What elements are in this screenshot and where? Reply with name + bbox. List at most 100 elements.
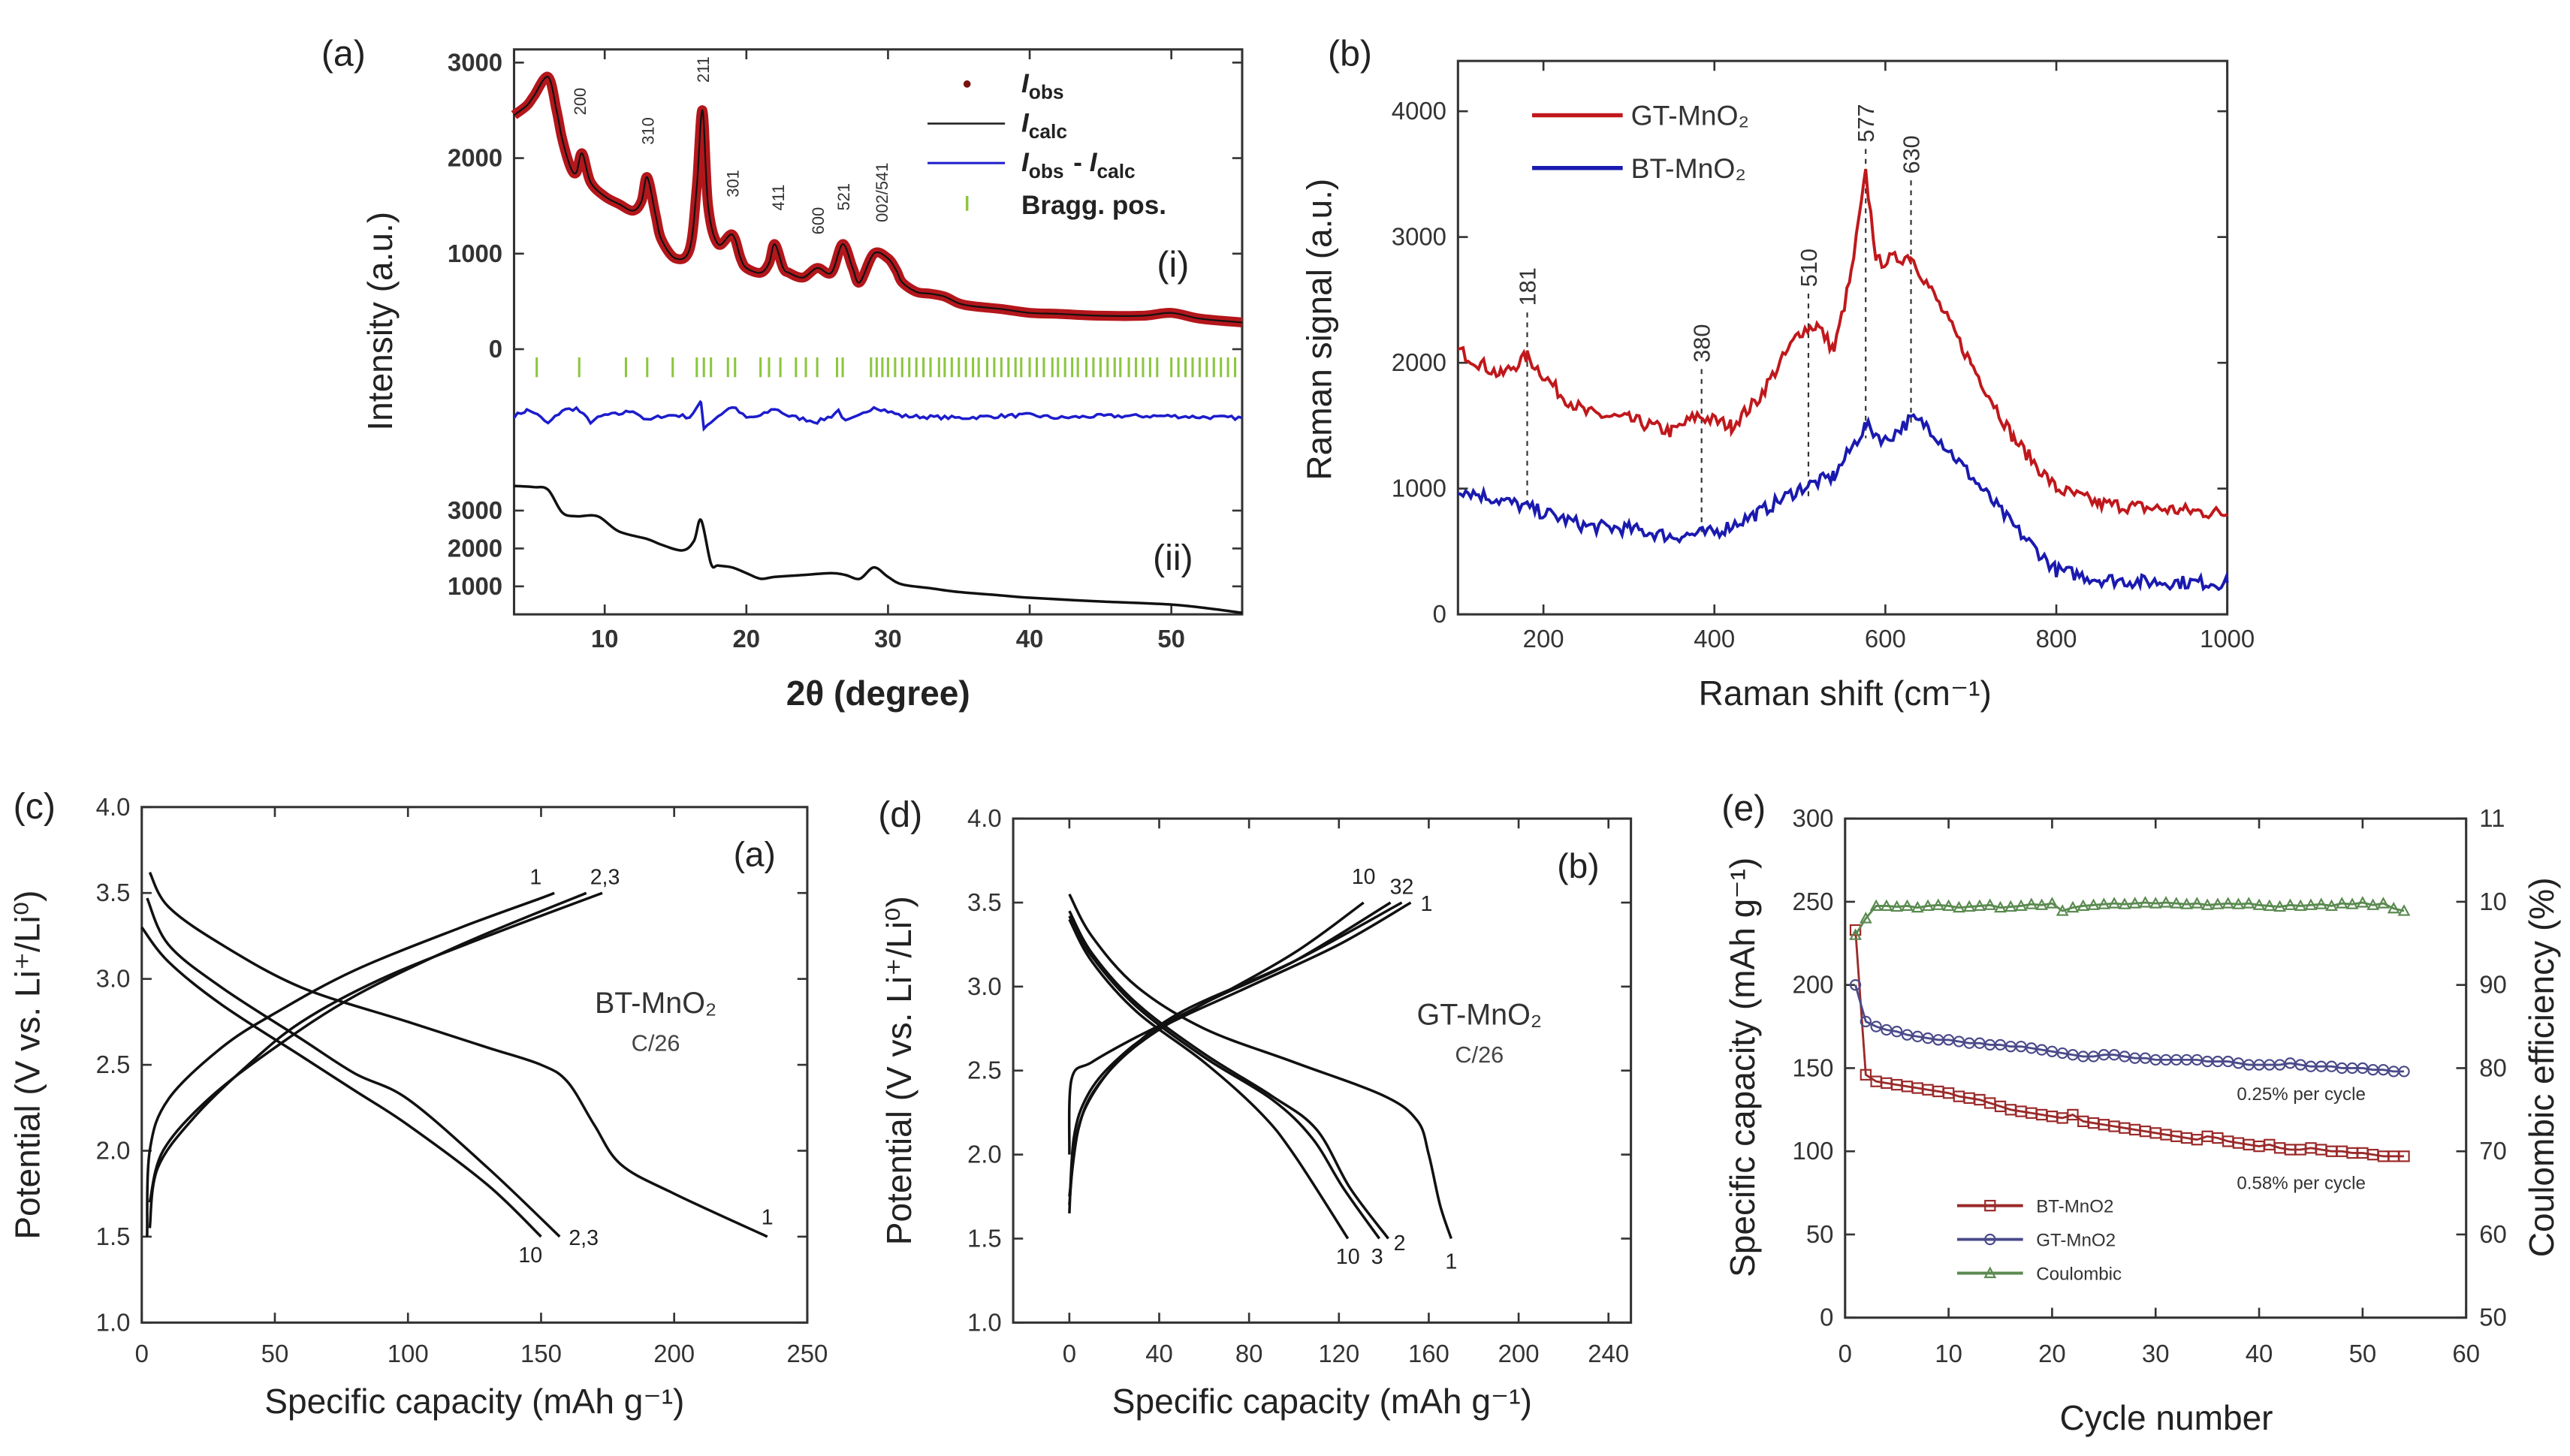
legend-marker-iobs — [963, 80, 971, 88]
data-point — [2252, 898, 2266, 910]
legend-marker — [1984, 1233, 1996, 1246]
y-axis-label: Potential (V vs. Li⁺/Li⁰) — [8, 891, 47, 1240]
x-tick-label: 80 — [1235, 1340, 1263, 1367]
data-point — [1870, 1020, 1882, 1032]
data-point — [1891, 1026, 1903, 1038]
panel-label: (e) — [1721, 788, 1766, 828]
y-tick-label: 1.5 — [96, 1222, 131, 1250]
y-tick-label: 1.5 — [967, 1224, 1002, 1252]
data-point — [2087, 898, 2100, 910]
data-point — [2149, 897, 2162, 909]
x-tick-label: 20 — [733, 625, 761, 653]
plot-frame — [140, 806, 809, 1324]
x-tick-label: 60 — [2452, 1340, 2480, 1367]
x-axis-label: Raman shift (cm⁻¹) — [1699, 674, 1992, 713]
data-point — [1880, 899, 1893, 912]
y-tick-label: 100 — [1793, 1137, 1834, 1165]
curve-discharge-3 — [1068, 915, 1381, 1240]
data-point — [2107, 897, 2121, 909]
legend-entry: Iobs — [1021, 69, 1066, 104]
data-point — [2128, 897, 2142, 909]
data-point — [1983, 898, 1997, 910]
y-tick-label: 2.0 — [967, 1141, 1002, 1168]
y-tick-label: 0 — [1820, 1304, 1833, 1331]
data-point — [2283, 898, 2297, 910]
legend-marker — [1984, 1199, 1996, 1212]
y-tick-label: 2.5 — [967, 1057, 1002, 1084]
curve-discharge-10 — [140, 926, 542, 1238]
y-tick-label: 2000 — [448, 534, 502, 562]
panel-d-gt-charge-discharge: (d) 0 40 80 120 160 200 240 1.0 1.5 2.0 2.5 3.0 3.5 4.… — [878, 794, 1633, 1421]
data-point — [2325, 899, 2338, 912]
data-point — [2398, 1150, 2410, 1162]
data-point — [1859, 912, 1872, 924]
rate-label: C/26 — [1455, 1042, 1504, 1068]
data-point — [2159, 896, 2173, 908]
x-tick-label: 50 — [261, 1340, 289, 1367]
curve-charge-3 — [1068, 901, 1392, 1197]
y-axis-label: Intensity (a.u.) — [360, 212, 400, 431]
x-tick-label: 50 — [1157, 625, 1185, 653]
data-point — [2335, 897, 2348, 909]
legend-entry: BT-MnO₂ — [1631, 152, 1746, 184]
x-tick-label: 1000 — [2200, 625, 2255, 653]
y-tick-label: 3000 — [448, 496, 502, 524]
data-point — [2397, 904, 2411, 916]
data-point — [1952, 900, 1965, 913]
series-pattern-ii — [514, 484, 1243, 614]
y-tick-label: 3.0 — [967, 972, 1002, 1000]
x-tick-label: 240 — [1588, 1340, 1629, 1367]
data-point — [1921, 899, 1935, 912]
data-point — [2398, 1066, 2410, 1078]
curve-discharge-1 — [1068, 893, 1453, 1240]
cycle-label: 32 — [1390, 876, 1414, 900]
fade-rate-annotation: 0.58% per cycle — [2237, 1174, 2366, 1194]
x-tick-label: 0 — [1063, 1340, 1076, 1367]
cycle-label: 2,3 — [590, 865, 620, 889]
legend-entry: GT-MnO2 — [2036, 1230, 2116, 1250]
y-tick-label: 250 — [1793, 888, 1834, 915]
data-point — [2315, 897, 2328, 909]
y-tick-label: 1.0 — [96, 1308, 131, 1336]
panel-label: (d) — [878, 794, 922, 835]
y-right-axis-label: Coulombic efficiency (%) — [2522, 877, 2561, 1257]
data-point — [1901, 899, 1914, 912]
y-right-tick-label: 70 — [2479, 1137, 2507, 1165]
panel-label: (c) — [14, 786, 56, 827]
cycle-label: 1 — [1421, 892, 1433, 916]
y-tick-label: 2000 — [448, 144, 502, 172]
y-axis-label: Raman signal (a.u.) — [1299, 179, 1338, 481]
material-label: GT-MnO₂ — [1417, 998, 1543, 1031]
data-point — [2387, 901, 2400, 914]
legend-entry: Coulombic — [2036, 1264, 2122, 1284]
x-tick-label: 100 — [388, 1340, 429, 1367]
legend: Iobs Icalc Iobs - Icalc Bragg. pos. — [928, 69, 1166, 220]
series-bt-mno2 — [1458, 412, 2229, 592]
series-icalc — [513, 76, 1243, 324]
plot-frame — [1456, 59, 2229, 616]
data-point — [2014, 899, 2028, 912]
curve-discharge-1 — [148, 871, 768, 1238]
peak-label: 200 — [571, 88, 590, 116]
curve-charge-1 — [146, 891, 555, 1237]
x-tick-label: 30 — [2142, 1340, 2170, 1367]
data-point — [1890, 900, 1904, 912]
y-tick-label: 1000 — [448, 240, 502, 267]
data-point — [1962, 900, 1976, 912]
y-tick-label: 4.0 — [967, 804, 1002, 832]
data-point — [2139, 896, 2152, 908]
x-tick-label: 200 — [653, 1340, 695, 1367]
data-point — [2066, 900, 2080, 913]
y-tick-label: 3.5 — [967, 888, 1002, 916]
y-axis-label: Specific capacity (mAh g⁻¹) — [1723, 858, 1762, 1277]
y-tick-label: 150 — [1793, 1054, 1834, 1081]
data-point — [1860, 1069, 1872, 1081]
panel-a-xrd: (a) 10 20 30 40 50 0 1000 2000 3000 1000 2000 3000 In… — [321, 34, 1244, 713]
x-tick-label: 0 — [1839, 1340, 1852, 1367]
x-tick-label: 200 — [1523, 625, 1564, 653]
y-right-tick-label: 60 — [2479, 1220, 2507, 1248]
panel-e-cycling: (e) 0 10 20 30 40 50 60 0 50 100 150 200 250 300 50 60 70… — [1721, 788, 2561, 1437]
x-tick-label: 40 — [1145, 1340, 1173, 1367]
legend-entry: Icalc — [1021, 108, 1069, 143]
